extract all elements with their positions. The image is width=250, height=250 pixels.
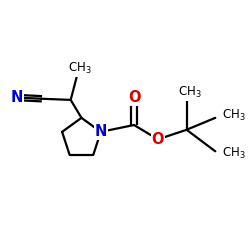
- Text: CH$_3$: CH$_3$: [68, 61, 92, 76]
- Text: O: O: [152, 132, 164, 147]
- Text: N: N: [11, 90, 23, 105]
- Text: CH$_3$: CH$_3$: [222, 146, 246, 161]
- Text: O: O: [128, 90, 140, 105]
- Text: N: N: [94, 124, 107, 139]
- Text: CH$_3$: CH$_3$: [222, 108, 246, 123]
- Text: CH$_3$: CH$_3$: [178, 85, 202, 100]
